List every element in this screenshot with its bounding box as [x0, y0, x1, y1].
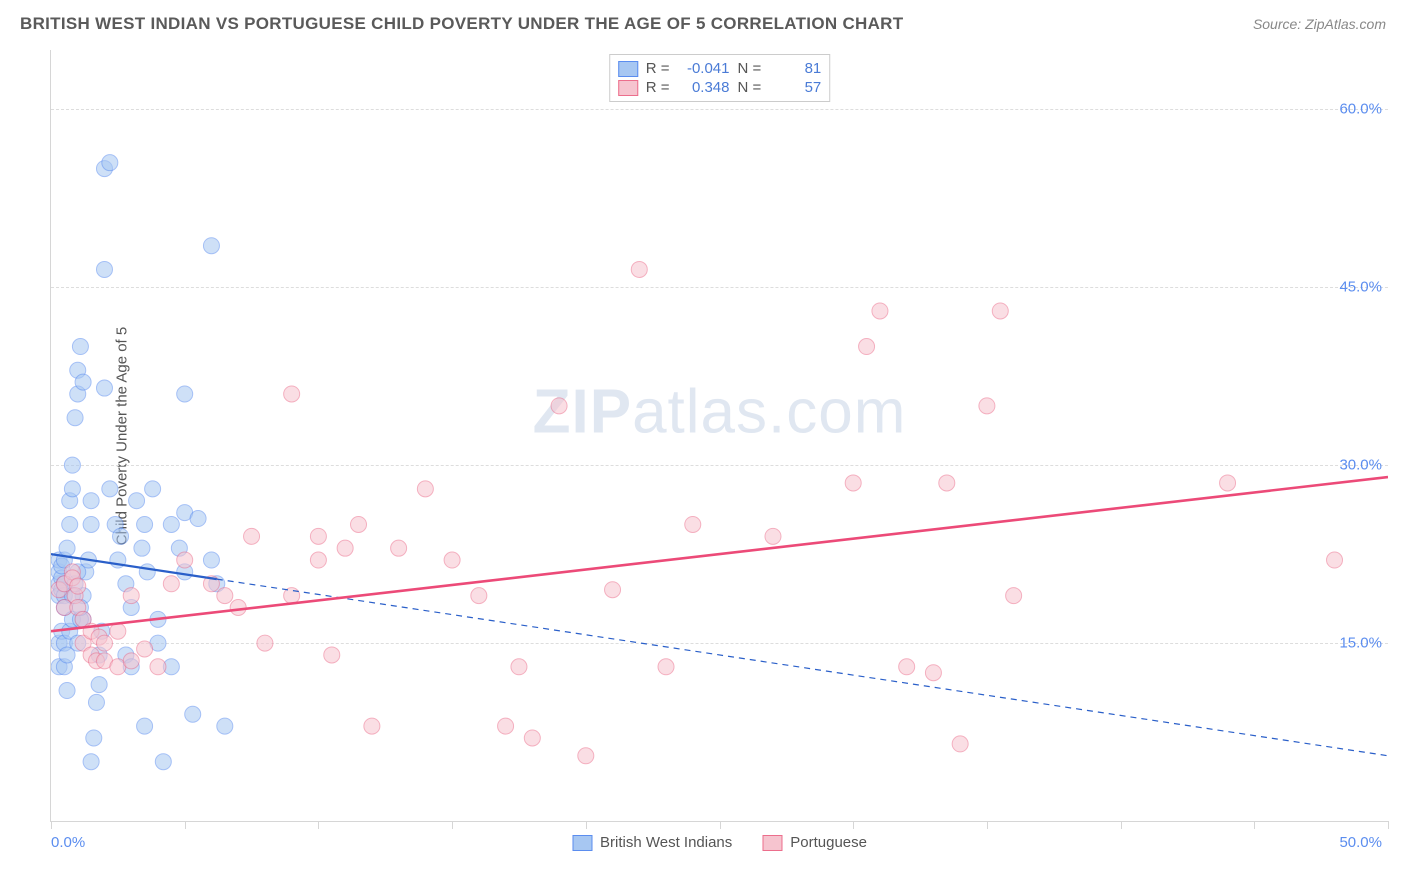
legend-label-series2: Portuguese: [790, 834, 867, 851]
y-tick-label: 60.0%: [1339, 101, 1382, 118]
n-value-1: 81: [769, 60, 821, 77]
legend-swatch-series1: [572, 835, 592, 851]
chart-title: BRITISH WEST INDIAN VS PORTUGUESE CHILD …: [20, 14, 903, 34]
legend-item-series1: British West Indians: [572, 834, 732, 851]
legend-label-series1: British West Indians: [600, 834, 732, 851]
n-value-2: 57: [769, 79, 821, 96]
n-label-2: N =: [738, 79, 762, 96]
plot-area: Child Poverty Under the Age of 5 ZIPatla…: [50, 50, 1388, 822]
legend-swatch-series2: [762, 835, 782, 851]
bottom-legend: British West Indians Portuguese: [572, 834, 867, 851]
scatter-svg: [51, 50, 1388, 821]
stats-row-series1: R = -0.041 N = 81: [618, 59, 822, 78]
swatch-series1: [618, 61, 638, 77]
y-tick-label: 15.0%: [1339, 635, 1382, 652]
y-tick-label: 30.0%: [1339, 457, 1382, 474]
chart-source: Source: ZipAtlas.com: [1253, 16, 1386, 32]
x-max-label: 50.0%: [1339, 834, 1382, 851]
chart-header: BRITISH WEST INDIAN VS PORTUGUESE CHILD …: [0, 0, 1406, 44]
stats-legend: R = -0.041 N = 81 R = 0.348 N = 57: [609, 54, 831, 102]
r-label-1: R =: [646, 60, 670, 77]
chart-container: Child Poverty Under the Age of 5 ZIPatla…: [50, 50, 1388, 822]
y-axis-title: Child Poverty Under the Age of 5: [114, 326, 131, 544]
r-label-2: R =: [646, 79, 670, 96]
stats-row-series2: R = 0.348 N = 57: [618, 78, 822, 97]
swatch-series2: [618, 80, 638, 96]
r-value-1: -0.041: [678, 60, 730, 77]
watermark-text: ZIPatlas.com: [533, 377, 907, 448]
legend-item-series2: Portuguese: [762, 834, 867, 851]
r-value-2: 0.348: [678, 79, 730, 96]
x-origin-label: 0.0%: [51, 834, 85, 851]
y-tick-label: 45.0%: [1339, 279, 1382, 296]
n-label-1: N =: [738, 60, 762, 77]
